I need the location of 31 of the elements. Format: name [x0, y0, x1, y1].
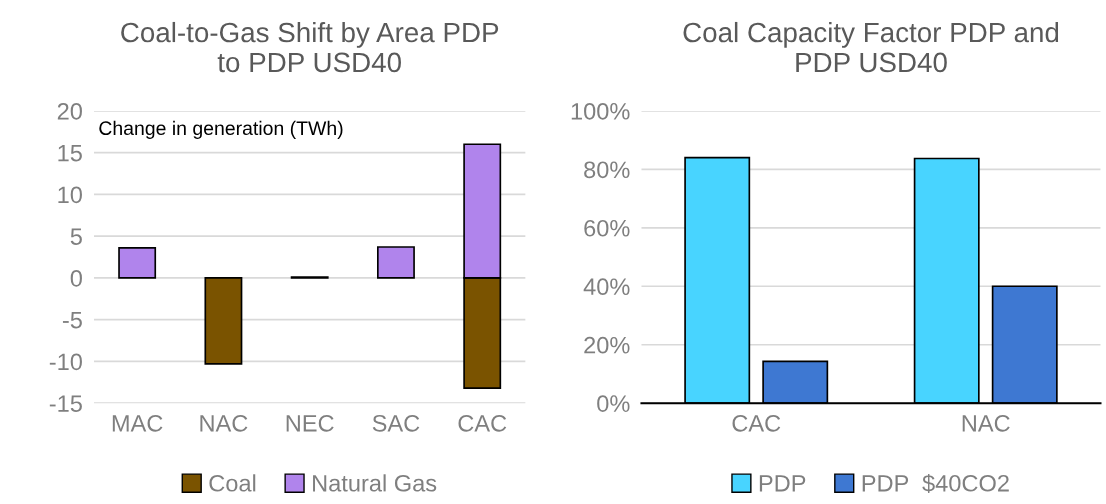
y-tick-label: 5 [70, 228, 82, 245]
y-tick-label: 40% [583, 278, 630, 296]
y-tick-label: 60% [584, 219, 630, 237]
chart-title: Coal-to-Gas Shift by Area PDP to PDP USD40 [121, 21, 499, 73]
y-tick-label: 80% [584, 161, 630, 179]
y-tick-label: 15 [58, 144, 82, 162]
bar [204, 277, 243, 365]
legend-label: PDP [759, 475, 806, 492]
y-tick-label: 10 [58, 186, 82, 204]
x-tick-label: SAC [372, 414, 420, 432]
x-tick-label: CAC [458, 414, 507, 432]
x-tick-label: NAC [200, 414, 248, 432]
y-tick-label: 100% [571, 102, 630, 120]
bar [118, 247, 157, 279]
y-tick-label: -5 [62, 311, 82, 329]
x-tick-label: CAC [732, 414, 781, 432]
y-tick-label: -15 [49, 395, 82, 412]
x-tick-label: NAC [962, 414, 1010, 432]
legend-label: Coal [209, 474, 256, 492]
y-tick-label: 0% [597, 395, 630, 412]
annotation: Change in generation (TWh) [99, 120, 343, 139]
legend-label: PDP $40CO2 [862, 473, 1009, 494]
bar [376, 246, 415, 279]
x-tick-label: NEC [286, 414, 334, 432]
chart-title: Coal Capacity Factor PDP and PDP USD40 [683, 21, 1059, 73]
legend-label: Natural Gas [313, 474, 437, 492]
y-tick-label: 0 [70, 269, 82, 287]
y-tick-label: -10 [49, 353, 82, 371]
y-tick-label: 20 [57, 102, 82, 120]
y-tick-label: 20% [584, 336, 630, 354]
x-tick-label: MAC [112, 414, 163, 432]
